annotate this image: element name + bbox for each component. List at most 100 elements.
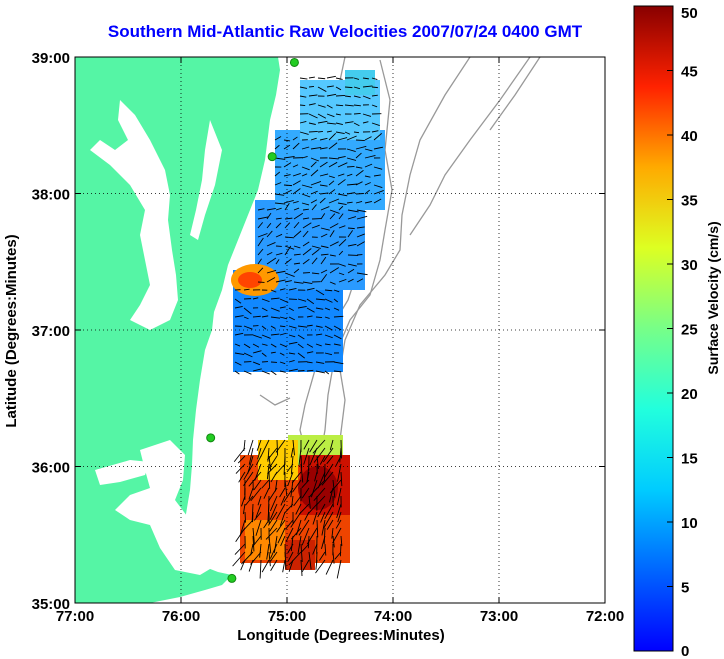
velocity-vector bbox=[329, 281, 336, 285]
velocity-vector bbox=[266, 212, 272, 220]
velocity-vector bbox=[280, 535, 286, 547]
velocity-vector bbox=[308, 122, 316, 125]
velocity-vector bbox=[234, 315, 244, 318]
velocity-vector bbox=[324, 298, 333, 303]
velocity-vector bbox=[232, 551, 246, 567]
velocity-vector bbox=[324, 503, 334, 520]
velocity-vector bbox=[257, 237, 264, 247]
velocity-vector bbox=[284, 217, 293, 220]
velocity-vector bbox=[340, 535, 343, 546]
velocity-vector bbox=[336, 487, 342, 506]
velocity-vector bbox=[315, 307, 324, 310]
velocity-vector bbox=[302, 208, 309, 211]
bathymetry-contours bbox=[259, 57, 541, 521]
velocity-vector bbox=[337, 173, 345, 177]
velocity-vector bbox=[298, 519, 310, 536]
velocity-vector bbox=[333, 315, 344, 318]
velocity-vector bbox=[255, 455, 262, 466]
velocity-vector bbox=[261, 352, 267, 357]
velocity-vectors bbox=[232, 75, 384, 579]
velocity-vector bbox=[234, 343, 241, 347]
velocity-vector bbox=[353, 77, 360, 80]
velocity-vector bbox=[312, 439, 326, 454]
velocity-vector bbox=[266, 257, 277, 265]
pamlico-sound bbox=[115, 440, 215, 575]
velocity-vector bbox=[308, 94, 318, 97]
velocity-vector bbox=[335, 131, 345, 135]
velocity-vector bbox=[256, 439, 262, 451]
velocity-vector bbox=[373, 174, 381, 177]
velocity-vector bbox=[328, 161, 338, 168]
velocity-vector bbox=[317, 86, 327, 92]
velocity-vector bbox=[333, 325, 342, 331]
velocity-vector bbox=[248, 487, 254, 500]
velocity-vector bbox=[347, 243, 357, 247]
velocity-heatmap bbox=[231, 70, 385, 570]
velocity-vector bbox=[329, 230, 335, 238]
velocity-vector bbox=[274, 202, 286, 205]
velocity-vector bbox=[326, 113, 335, 118]
velocity-vector bbox=[362, 77, 369, 80]
velocity-vector bbox=[243, 343, 251, 349]
velocity-vector bbox=[320, 511, 326, 523]
colorbar-tick-label: 35 bbox=[681, 193, 698, 210]
velocity-vector bbox=[322, 447, 334, 463]
velocity-vector bbox=[324, 325, 333, 331]
velocity-vector bbox=[270, 351, 276, 354]
velocity-vector bbox=[267, 487, 278, 502]
velocity-vector bbox=[274, 144, 280, 150]
velocity-vector bbox=[335, 77, 343, 80]
velocity-vector bbox=[261, 559, 270, 573]
velocity-vector bbox=[319, 551, 326, 561]
velocity-vector bbox=[290, 511, 302, 528]
velocity-vector bbox=[299, 77, 308, 80]
velocity-vector bbox=[257, 248, 264, 256]
velocity-vector bbox=[353, 86, 361, 90]
velocity-vector bbox=[364, 163, 373, 168]
velocity-vector bbox=[307, 535, 310, 549]
velocity-vector bbox=[328, 198, 340, 204]
velocity-vector bbox=[290, 479, 294, 498]
colorbar-tick-label: 20 bbox=[681, 386, 698, 403]
velocity-vector bbox=[298, 447, 302, 466]
velocity-vector bbox=[315, 325, 323, 328]
velocity-vector bbox=[261, 479, 270, 489]
velocity-vector bbox=[268, 535, 272, 554]
velocity-vector bbox=[340, 471, 343, 487]
velocity-vector bbox=[353, 131, 360, 134]
velocity-vector bbox=[362, 95, 371, 100]
velocity-vector bbox=[252, 315, 261, 318]
velocity-vector bbox=[248, 471, 262, 487]
velocity-vector bbox=[356, 272, 368, 276]
velocity-vector bbox=[263, 487, 270, 499]
colorbar-tick-label: 40 bbox=[681, 128, 698, 145]
velocity-vector bbox=[362, 121, 369, 124]
velocity-vector bbox=[324, 316, 330, 319]
velocity-vector bbox=[337, 463, 342, 482]
velocity-vector bbox=[353, 122, 360, 127]
velocity-vector bbox=[288, 551, 302, 566]
velocity-vector bbox=[284, 479, 288, 497]
velocity-vector bbox=[252, 535, 262, 548]
velocity-vector bbox=[319, 192, 329, 195]
velocity-vector bbox=[269, 519, 278, 532]
velocity-vector bbox=[315, 361, 325, 364]
velocity-vector bbox=[333, 343, 341, 346]
velocity-vector bbox=[286, 463, 294, 473]
velocity-vector bbox=[266, 543, 270, 560]
velocity-vector bbox=[301, 166, 310, 171]
y-tick-label: 39:00 bbox=[32, 50, 70, 67]
velocity-vector bbox=[275, 503, 286, 520]
albemarle-sound bbox=[95, 460, 150, 485]
velocity-vector bbox=[362, 85, 373, 88]
velocity-vector bbox=[339, 447, 342, 463]
velocity-vector bbox=[283, 184, 293, 187]
radar-station-marker bbox=[267, 152, 277, 162]
velocity-vector bbox=[338, 278, 347, 283]
velocity-vector bbox=[274, 157, 286, 160]
velocity-vector bbox=[297, 535, 302, 555]
velocity-vector bbox=[311, 257, 318, 265]
velocity-vector bbox=[293, 221, 300, 229]
velocity-vector bbox=[255, 519, 262, 536]
